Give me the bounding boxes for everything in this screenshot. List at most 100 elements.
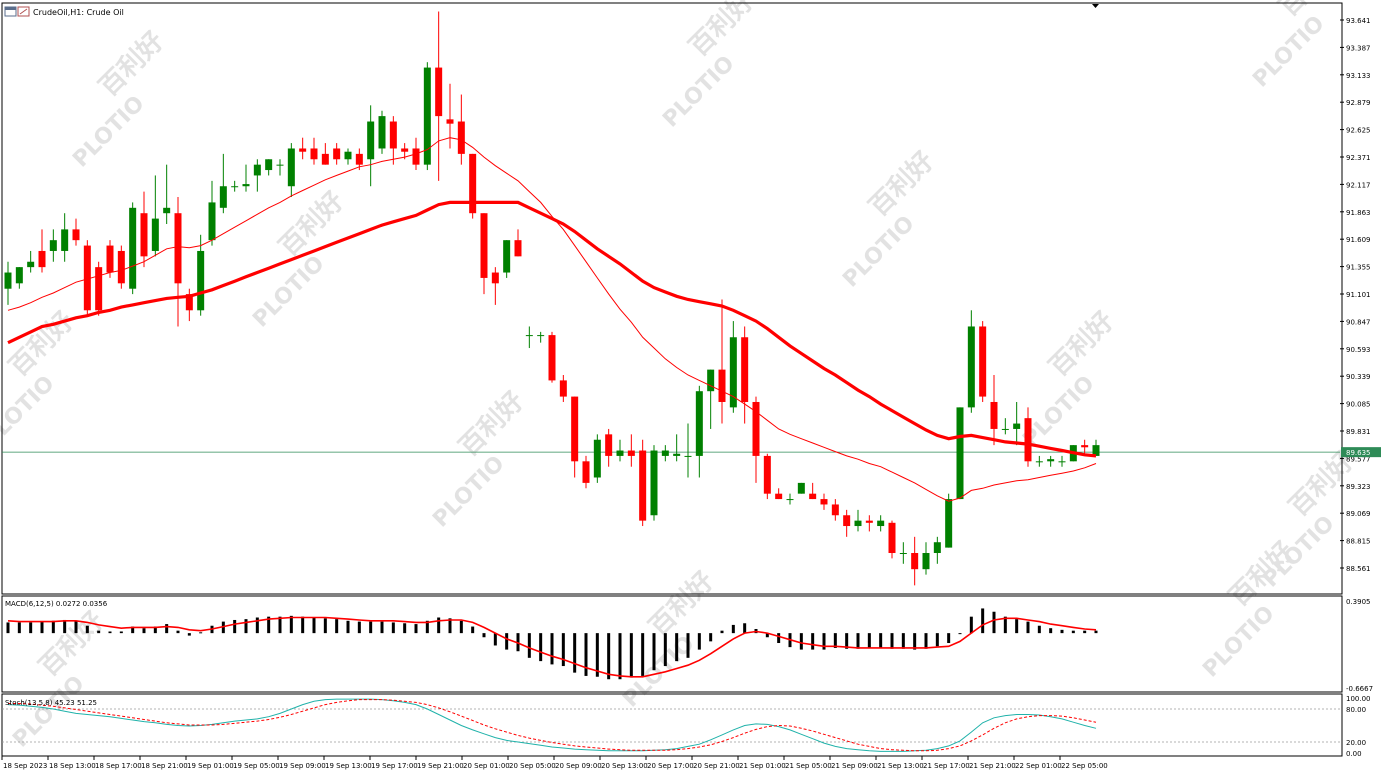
candle bbox=[310, 148, 318, 160]
price-tick-label: 93.641 bbox=[1346, 17, 1371, 25]
candle bbox=[242, 184, 250, 187]
candle bbox=[355, 153, 363, 165]
candle bbox=[797, 482, 805, 494]
shift-marker-icon[interactable] bbox=[1092, 4, 1099, 8]
macd-title: MACD(6,12,5) 0.0272 0.0356 bbox=[5, 600, 108, 608]
candle bbox=[967, 326, 975, 408]
macd-signal-line bbox=[7, 616, 1097, 678]
candle bbox=[775, 493, 783, 500]
candle bbox=[933, 542, 941, 554]
macd-histogram-bar bbox=[539, 633, 543, 662]
candle bbox=[854, 520, 862, 527]
time-tick-label: 20 Sep 13:00 bbox=[601, 762, 648, 770]
candle bbox=[469, 153, 477, 214]
candle bbox=[763, 455, 771, 494]
price-tick-label: 93.133 bbox=[1346, 72, 1371, 80]
macd-pane[interactable] bbox=[1, 595, 1343, 693]
candle bbox=[922, 553, 930, 570]
macd-histogram-bar bbox=[244, 619, 248, 634]
candle bbox=[163, 207, 171, 214]
candle bbox=[401, 148, 409, 152]
candle bbox=[1047, 459, 1055, 462]
candle bbox=[1058, 461, 1066, 463]
macd-histogram-bar bbox=[845, 633, 849, 649]
macd-histogram-bar bbox=[641, 633, 645, 676]
macd-histogram-bar bbox=[981, 608, 985, 634]
candle bbox=[661, 450, 669, 456]
candle bbox=[265, 159, 273, 171]
candle bbox=[1081, 445, 1089, 448]
macd-histogram-bar bbox=[459, 620, 463, 634]
time-tick-label: 21 Sep 09:00 bbox=[831, 762, 878, 770]
time-tick-label: 18 Sep 2023 bbox=[3, 762, 47, 770]
price-tick-label: 89.577 bbox=[1346, 455, 1371, 463]
candle bbox=[979, 326, 987, 397]
time-tick-label: 19 Sep 09:00 bbox=[279, 762, 326, 770]
candle bbox=[38, 250, 46, 268]
candle bbox=[1092, 445, 1100, 456]
macd-histogram-bar bbox=[40, 621, 44, 634]
time-tick-label: 21 Sep 17:00 bbox=[923, 762, 970, 770]
time-tick-label: 19 Sep 21:00 bbox=[417, 762, 464, 770]
price-tick-label: 92.117 bbox=[1346, 181, 1371, 189]
macd-histogram-bar bbox=[119, 631, 123, 634]
candle bbox=[503, 240, 511, 273]
time-tick-label: 22 Sep 05:00 bbox=[1061, 762, 1108, 770]
macd-histogram-bar bbox=[482, 633, 486, 638]
candle bbox=[888, 522, 896, 554]
macd-histogram-bar bbox=[731, 624, 735, 634]
macd-histogram-bar bbox=[199, 632, 203, 634]
candle bbox=[95, 267, 103, 311]
macd-histogram-bar bbox=[663, 633, 667, 667]
time-tick-label: 21 Sep 21:00 bbox=[969, 762, 1016, 770]
macd-histogram-bar bbox=[822, 633, 826, 650]
candle bbox=[729, 337, 737, 408]
price-tick-label: 92.625 bbox=[1346, 127, 1371, 135]
time-tick-label: 18 Sep 13:00 bbox=[49, 762, 96, 770]
stoch-tick-label: 0.00 bbox=[1346, 750, 1362, 758]
candle bbox=[197, 250, 205, 311]
macd-histogram-bar bbox=[1060, 629, 1064, 634]
macd-histogram-bar bbox=[743, 623, 747, 634]
macd-histogram-bar bbox=[63, 619, 67, 634]
candle bbox=[593, 439, 601, 478]
macd-tick-label: 0.3905 bbox=[1346, 598, 1371, 606]
macd-histogram-bar bbox=[890, 633, 894, 649]
macd-histogram-bar bbox=[1094, 630, 1098, 634]
candle bbox=[480, 213, 488, 278]
candle bbox=[446, 119, 454, 124]
price-tick-label: 91.609 bbox=[1346, 236, 1371, 244]
macd-histogram-bar bbox=[17, 622, 21, 634]
candle bbox=[899, 553, 907, 555]
macd-histogram-bar bbox=[97, 630, 101, 634]
price-tick-label: 90.847 bbox=[1346, 318, 1371, 326]
chart-header: CrudeOil,H1: Crude Oil bbox=[4, 6, 124, 17]
price-tick-label: 90.339 bbox=[1346, 373, 1371, 381]
stoch-main-line bbox=[7, 698, 1097, 752]
time-axis: 18 Sep 2023 18 Sep 13:00 18 Sep 17:00 18 Se… bbox=[1, 756, 1108, 770]
candle bbox=[718, 369, 726, 402]
candle bbox=[4, 272, 12, 289]
candle bbox=[378, 116, 386, 149]
macd-histogram-bar bbox=[51, 620, 55, 634]
candle bbox=[1013, 423, 1021, 429]
candle bbox=[514, 240, 522, 257]
main-pane[interactable] bbox=[1, 2, 1343, 595]
stoch-tick-label: 20.00 bbox=[1346, 739, 1366, 747]
macd-histogram-bar bbox=[74, 620, 78, 634]
candle bbox=[831, 504, 839, 516]
stoch-tick-label: 80.00 bbox=[1346, 706, 1366, 714]
candle bbox=[877, 520, 885, 527]
candle bbox=[435, 67, 443, 117]
price-tick-label: 91.863 bbox=[1346, 209, 1371, 217]
candle bbox=[219, 186, 227, 208]
stoch-signal-line bbox=[8, 699, 1097, 752]
macd-histogram-bar bbox=[289, 615, 293, 634]
candle bbox=[61, 229, 69, 251]
time-tick-label: 18 Sep 17:00 bbox=[95, 762, 142, 770]
macd-histogram-bar bbox=[1026, 621, 1030, 634]
stoch-pane[interactable] bbox=[1, 693, 1343, 757]
candle bbox=[741, 337, 749, 402]
price-tick-label: 90.593 bbox=[1346, 346, 1371, 354]
candle bbox=[809, 493, 817, 500]
